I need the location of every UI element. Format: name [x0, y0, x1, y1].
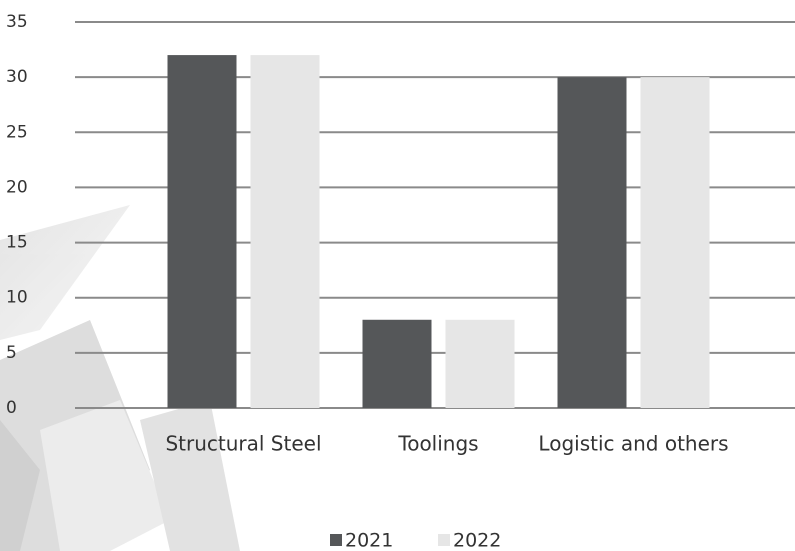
y-tick-label: 15 — [6, 233, 28, 253]
y-tick-label: 0 — [6, 398, 17, 418]
x-tick-label: Structural Steel — [165, 432, 321, 456]
legend-swatch — [330, 534, 342, 546]
x-tick-label: Toolings — [397, 432, 478, 456]
y-tick-label: 25 — [6, 122, 28, 142]
legend-swatch — [438, 534, 450, 546]
y-tick-label: 35 — [6, 12, 28, 32]
x-tick-label: Logistic and others — [538, 432, 728, 456]
legend-label: 2021 — [345, 530, 393, 551]
bar — [445, 319, 515, 408]
bar — [250, 55, 320, 408]
bar — [167, 55, 237, 408]
legend-label: 2022 — [453, 530, 501, 551]
y-tick-label: 10 — [6, 288, 28, 308]
y-tick-label: 20 — [6, 177, 28, 197]
background-decoration — [0, 205, 240, 551]
y-tick-label: 30 — [6, 67, 28, 87]
bar — [557, 77, 627, 409]
y-tick-label: 5 — [6, 343, 17, 363]
bar — [640, 77, 710, 409]
bar — [362, 319, 432, 408]
